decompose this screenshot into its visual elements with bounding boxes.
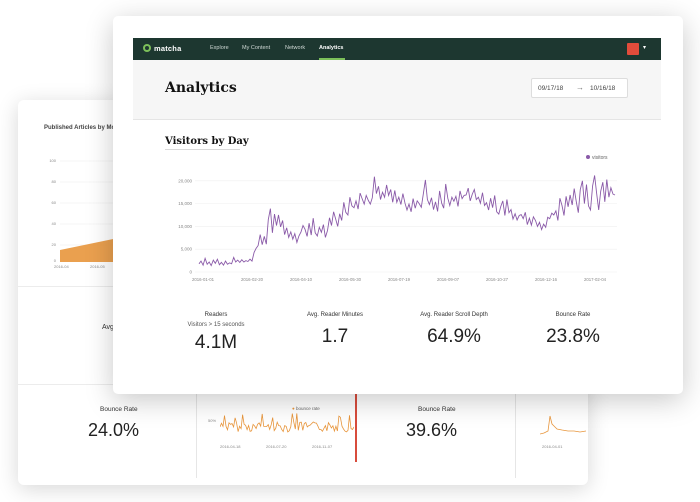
mini-x-tick: 2016-11-07 (312, 444, 333, 449)
legend-label: visitors (592, 155, 608, 161)
chevron-down-icon[interactable]: ▾ (643, 45, 647, 51)
y-tick-label: 15,000 (178, 201, 192, 206)
stat-value: 4.1M (194, 332, 238, 353)
page-title: Analytics (165, 80, 237, 96)
visitors-series-line (198, 175, 616, 267)
bounce-rate-label: Bounce Rate (100, 406, 138, 413)
x-tick-label: 2017-02-04 (584, 277, 607, 282)
nav-tab-network[interactable]: Network (285, 45, 306, 51)
published-articles-title: Published Articles by Mon (44, 125, 119, 131)
date-from[interactable]: 09/17/18 (538, 85, 564, 92)
date-range-picker[interactable]: 09/17/18 → 10/16/18 (531, 78, 628, 98)
x-tick-label: 2016-07-19 (388, 277, 411, 282)
page-header: Analytics 09/17/18 → 10/16/18 (133, 60, 661, 120)
top-navigation-bar: matcha Explore My Content Network Analyt… (133, 38, 661, 60)
chart-legend: visitors (586, 155, 608, 161)
mini-y-tick: 50% (208, 418, 217, 423)
legend-dot-icon (586, 155, 590, 159)
x-tick-label: 2016-02-20 (241, 277, 264, 282)
divider (515, 392, 516, 478)
highlight-divider (355, 384, 357, 462)
stat-label: Avg. Reader Scroll Depth (420, 312, 488, 318)
analytics-window: matcha Explore My Content Network Analyt… (113, 16, 683, 394)
bounce-rate-label: Bounce Rate (418, 406, 456, 413)
y-tick-label: 20,000 (178, 178, 192, 183)
logo-text: matcha (154, 44, 182, 53)
stat-value: 64.9% (427, 326, 481, 347)
stat-value: 1.7 (321, 326, 349, 347)
stat-readers: Readers Visitors > 15 seconds 4.1M (161, 312, 271, 354)
stat-value: 23.8% (546, 326, 600, 347)
nav-tab-analytics[interactable]: Analytics (319, 45, 344, 51)
date-to[interactable]: 10/16/18 (590, 85, 616, 92)
nav-tab-explore[interactable]: Explore (210, 45, 229, 51)
stat-label: Avg. Reader Minutes (307, 312, 363, 318)
x-tick-label: 2016-12-16 (535, 277, 558, 282)
divider (165, 149, 240, 150)
back-y-tick: 80 (51, 179, 56, 184)
mini-x-tick: 2016-04-01 (542, 444, 563, 449)
back-x-tick: 2016-04 (54, 264, 69, 269)
user-avatar[interactable] (627, 43, 639, 55)
x-tick-label: 2016-05-30 (339, 277, 362, 282)
divider (196, 392, 197, 478)
mini-chart-legend: ● bounce rate (292, 406, 320, 411)
stat-label: Readers (204, 312, 228, 318)
bounce-rate-value: 39.6% (406, 420, 458, 440)
stat-avg-reader-minutes: Avg. Reader Minutes 1.7 (280, 312, 390, 348)
matcha-logo[interactable]: matcha (143, 44, 181, 53)
back-y-tick: 60 (51, 200, 56, 205)
y-tick-label: 5,000 (181, 247, 193, 252)
stat-sublabel: Visitors > 15 seconds (187, 322, 245, 328)
bounce-rate-mini-chart (540, 415, 587, 435)
mini-x-tick: 2016-04-18 (220, 444, 241, 449)
bounce-rate-value: 24.0% (88, 420, 140, 440)
x-tick-label: 2016-04-10 (290, 277, 313, 282)
x-tick-label: 2016-10-27 (486, 277, 509, 282)
mini-x-tick: 2016-07-20 (266, 444, 287, 449)
stat-label: Bounce Rate (555, 312, 591, 318)
visitors-chart-title: Visitors by Day (165, 136, 249, 147)
back-y-tick: 0 (53, 258, 56, 263)
active-tab-indicator (319, 58, 345, 60)
legend-dot-icon: ● (292, 406, 295, 411)
nav-tab-my-content[interactable]: My Content (242, 45, 271, 51)
y-tick-label: 0 (189, 270, 192, 275)
arrow-right-icon: → (576, 83, 584, 92)
published-articles-area-chart (60, 160, 118, 262)
x-tick-label: 2016-09-07 (437, 277, 460, 282)
mini-legend-label: bounce rate (295, 406, 320, 411)
back-x-tick: 2016-05 (90, 264, 105, 269)
bounce-rate-mini-chart (220, 413, 354, 433)
y-tick-label: 10,000 (178, 224, 192, 229)
back-y-tick: 20 (51, 242, 56, 247)
back-y-tick: 40 (51, 221, 56, 226)
stat-bounce-rate: Bounce Rate 23.8% (518, 312, 628, 348)
x-tick-label: 2016-01-01 (192, 277, 215, 282)
stat-avg-scroll-depth: Avg. Reader Scroll Depth 64.9% (399, 312, 509, 348)
matcha-logo-icon (143, 44, 151, 52)
back-y-tick: 100 (49, 158, 56, 163)
bounce-row: Bounce Rate 24.0% Bounce Rate by Day ● b… (18, 384, 588, 485)
